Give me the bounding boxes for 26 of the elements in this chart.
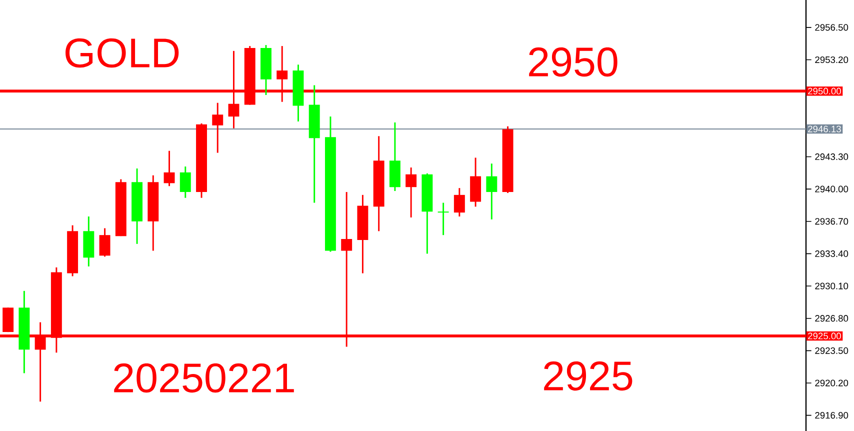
annotation: 20250221 (114, 363, 294, 393)
ref-line-label: 2946.13 (808, 126, 841, 132)
ref-line-label: 2950.00 (808, 88, 841, 94)
annotation: 2950 (529, 47, 618, 77)
y-tick-label: 2916.90 (815, 412, 848, 419)
ref-line-label: 2925.00 (808, 332, 841, 340)
candlestick (454, 187, 465, 218)
candlestick (438, 202, 449, 236)
y-tick-label: 2930.10 (815, 282, 848, 290)
y-tick-label: 2936.70 (815, 218, 848, 225)
y-tick-label: 2956.50 (815, 24, 848, 31)
y-tick-label: 2943.30 (815, 153, 848, 160)
annotation: 2925 (544, 361, 632, 391)
candlestick (99, 227, 110, 258)
y-tick-label: 2940.00 (815, 186, 848, 192)
candlestick (164, 150, 175, 187)
annotation: GOLD (66, 38, 179, 68)
y-tick-label: 2953.20 (815, 56, 848, 64)
candlestick (212, 102, 224, 154)
y-tick-label: 2923.50 (815, 347, 848, 354)
y-tick-label: 2933.40 (815, 250, 848, 257)
y-tick-label: 2920.20 (815, 380, 848, 386)
candlestick (180, 166, 191, 199)
candlestick (406, 166, 417, 218)
y-tick-label: 2926.80 (815, 315, 848, 322)
candlestick (486, 162, 498, 220)
